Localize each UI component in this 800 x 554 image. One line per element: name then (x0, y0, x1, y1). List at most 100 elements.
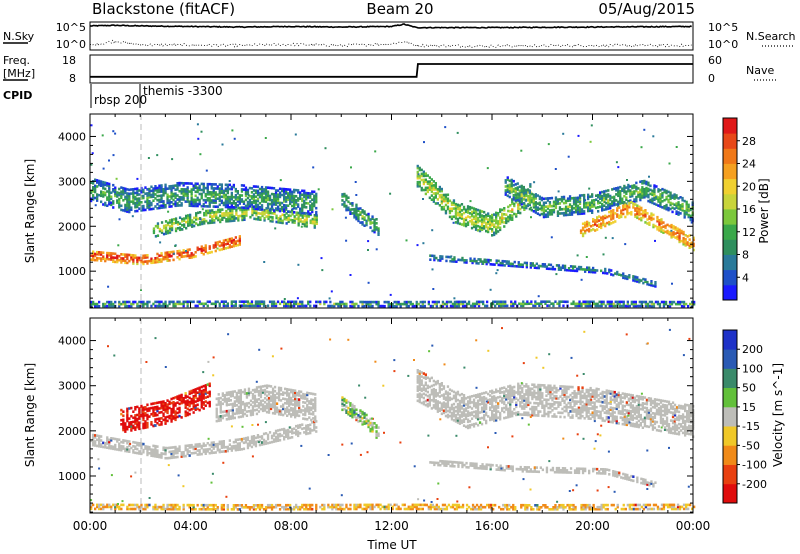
range-cell (636, 280, 639, 283)
range-cell (435, 256, 438, 260)
range-cell (471, 259, 474, 263)
range-cell (361, 223, 364, 226)
range-cell (208, 251, 211, 254)
range-cell (599, 193, 602, 196)
range-cell (122, 188, 125, 192)
range-cell (168, 406, 171, 410)
range-cell (246, 304, 250, 307)
range-cell (311, 190, 314, 193)
range-cell (426, 182, 429, 185)
range-cell (448, 207, 452, 211)
range-cell (205, 209, 208, 213)
range-cell (371, 215, 374, 218)
range-cell (449, 300, 453, 304)
range-cell (291, 304, 294, 308)
range-cell (216, 300, 219, 304)
range-cell (152, 410, 155, 414)
range-cell (620, 215, 623, 219)
range-cell (208, 193, 211, 196)
range-cell (190, 256, 193, 259)
range-cell (194, 396, 197, 399)
range-cell (600, 224, 603, 228)
range-cell (600, 304, 603, 308)
range-cell (235, 404, 238, 407)
range-cell (219, 208, 222, 212)
range-cell (599, 195, 602, 198)
range-cell (184, 412, 187, 415)
range-cell (212, 199, 215, 202)
range-cell (96, 252, 99, 256)
range-cell (607, 203, 610, 206)
range-cell (124, 261, 127, 265)
range-cell (453, 304, 457, 308)
range-cell (293, 427, 296, 430)
range-cell (533, 264, 536, 267)
range-cell (192, 451, 195, 455)
range-cell (341, 300, 344, 304)
range-cell (596, 302, 599, 306)
range-cell (416, 183, 419, 186)
range-cell (215, 409, 218, 413)
scatter-cell (489, 288, 492, 291)
range-cell (183, 223, 186, 226)
range-cell (560, 197, 564, 201)
range-cell (474, 218, 478, 221)
range-cell (661, 191, 664, 195)
range-cell (237, 401, 240, 405)
range-cell (162, 202, 165, 205)
range-cell (200, 391, 203, 395)
range-cell (158, 302, 161, 306)
range-cell (108, 192, 111, 196)
range-cell (341, 199, 344, 202)
range-cell (568, 203, 572, 206)
range-cell (220, 300, 223, 303)
range-cell (587, 203, 590, 207)
range-cell (244, 190, 248, 194)
range-cell (190, 182, 193, 185)
range-cell (248, 205, 252, 208)
range-cell (154, 453, 157, 456)
range-cell (464, 218, 468, 222)
range-cell (174, 456, 177, 459)
range-cell (634, 275, 637, 279)
range-cell (206, 251, 209, 255)
range-cell (473, 302, 477, 306)
range-cell (289, 302, 292, 306)
range-cell (353, 302, 356, 306)
range-cell (126, 210, 129, 213)
range-cell (132, 188, 135, 191)
range-cell (287, 194, 290, 197)
range-cell (138, 417, 141, 420)
range-cell (505, 221, 508, 225)
range-cell (202, 186, 205, 190)
range-cell (515, 213, 518, 216)
scatter-cell (156, 154, 159, 157)
range-cell (493, 225, 496, 229)
range-cell (343, 302, 346, 306)
range-cell (426, 190, 429, 194)
range-cell (172, 192, 175, 196)
range-cell (132, 198, 135, 201)
range-cell (223, 398, 226, 401)
range-cell (430, 190, 433, 193)
range-cell (172, 401, 175, 404)
range-cell (469, 259, 472, 263)
range-cell (495, 227, 498, 231)
range-cell (446, 207, 450, 211)
scatter-cell (330, 290, 333, 293)
range-cell (514, 187, 517, 190)
range-cell (158, 184, 161, 188)
range-cell (682, 304, 686, 308)
range-cell (286, 414, 289, 417)
range-cell (196, 443, 199, 446)
scatter-cell (328, 297, 331, 300)
range-cell (110, 254, 113, 257)
range-cell (474, 222, 478, 225)
range-cell (184, 394, 187, 397)
range-cell (170, 224, 174, 228)
range-cell (180, 253, 183, 257)
range-cell (476, 229, 480, 232)
range-cell (244, 204, 248, 208)
range-cell (228, 243, 231, 247)
range-cell (509, 214, 512, 217)
